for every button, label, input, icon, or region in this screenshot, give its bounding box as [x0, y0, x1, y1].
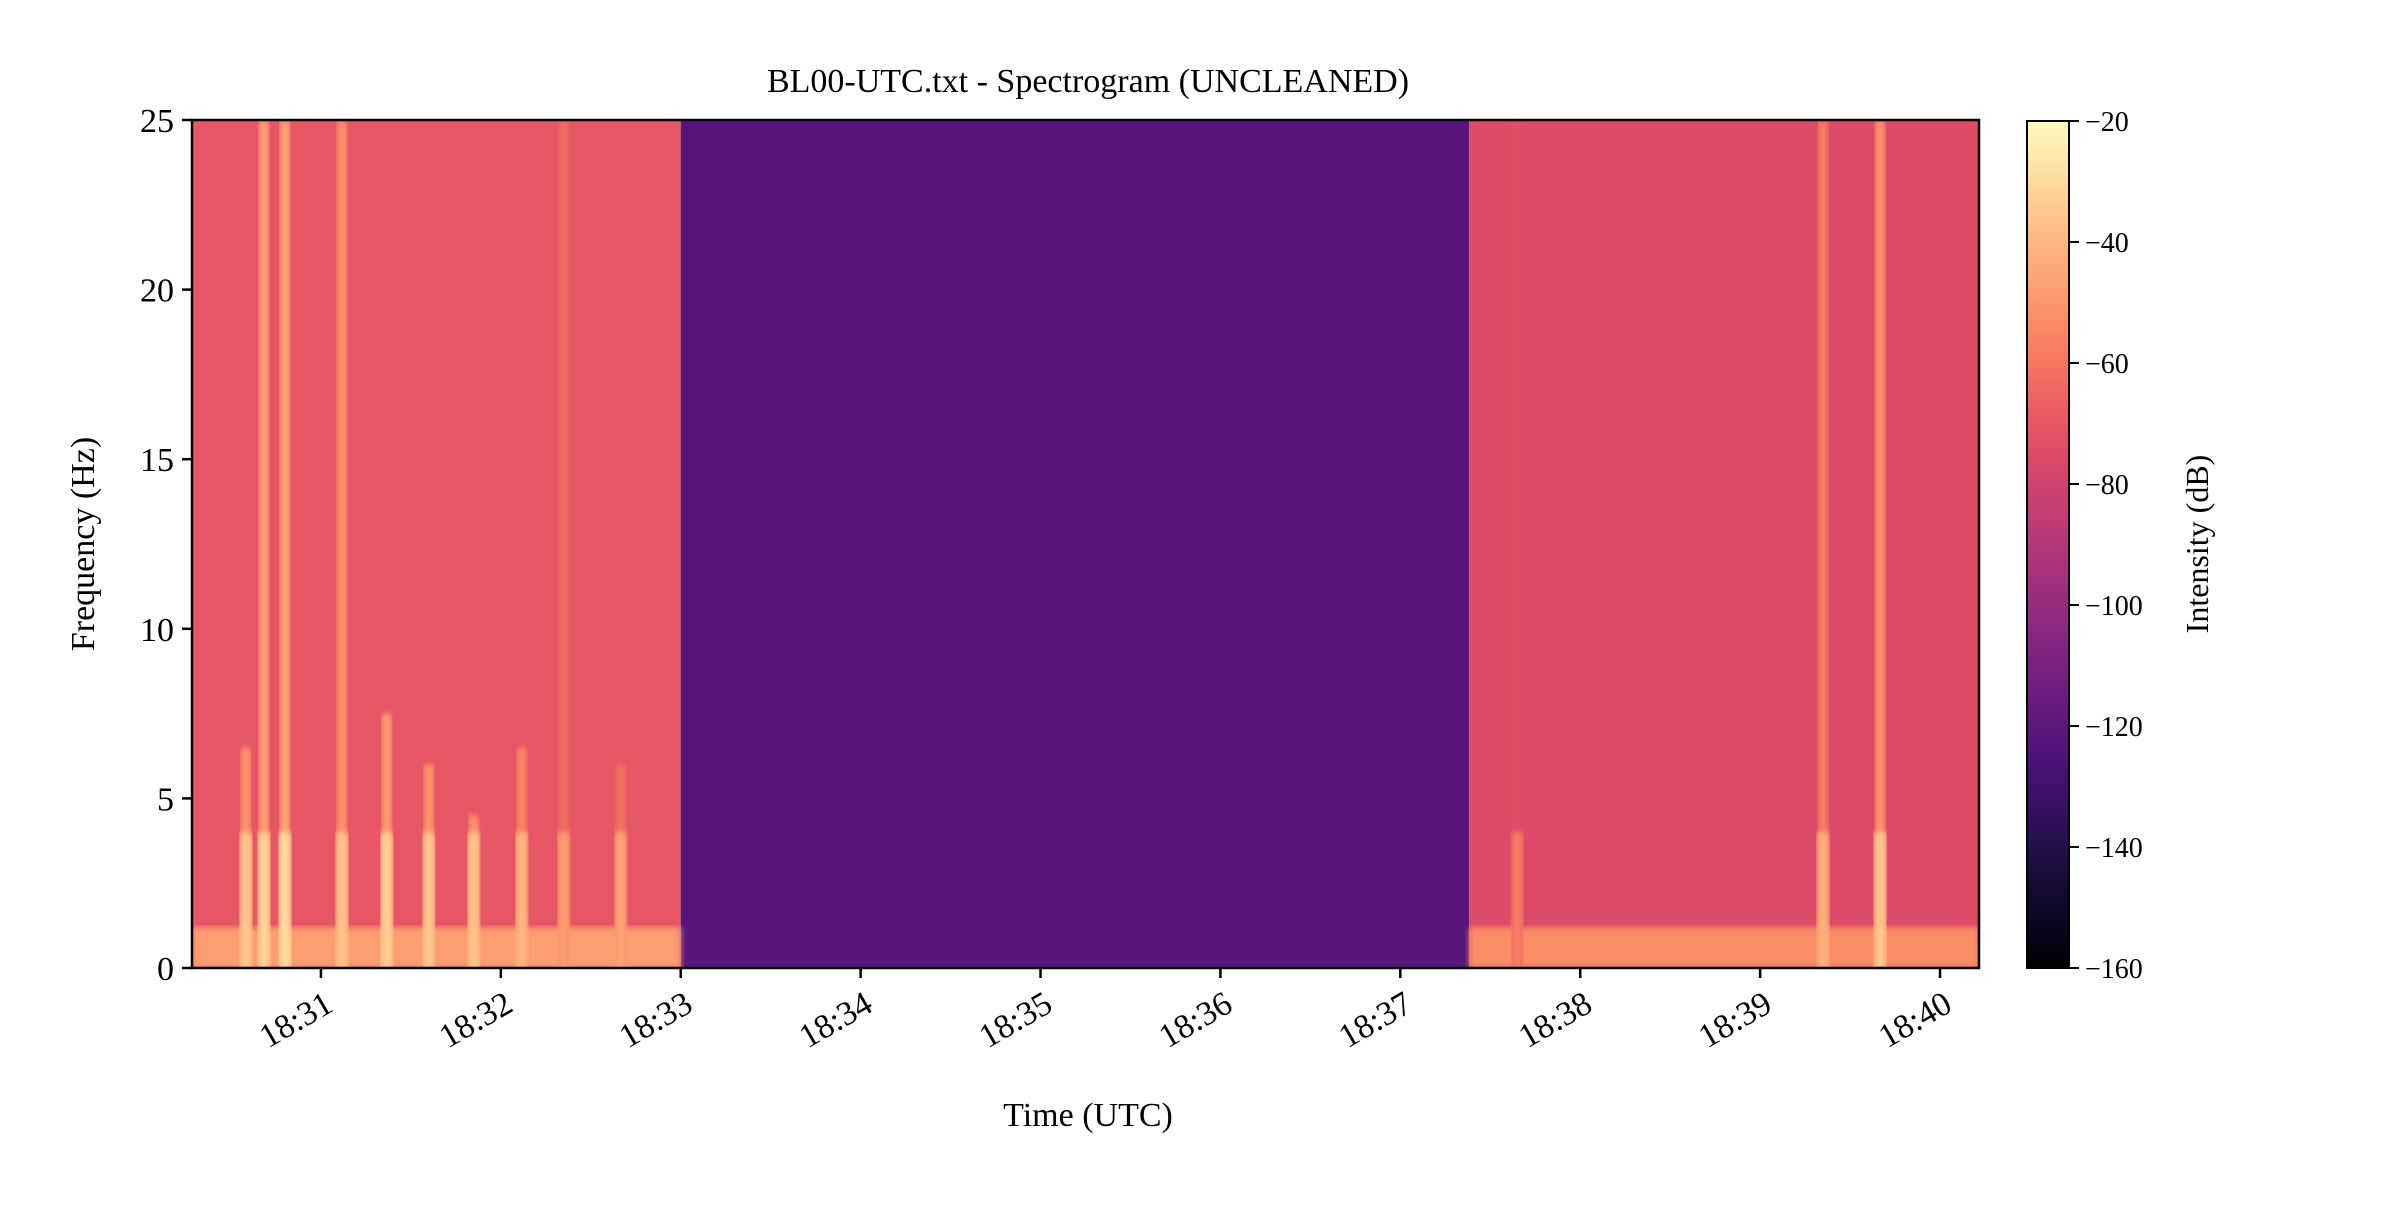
burst-core-4 — [335, 832, 348, 968]
burst-core-10 — [614, 832, 627, 968]
burst-streak-4 — [336, 120, 347, 968]
colorbar-tick-label: −20 — [2085, 107, 2129, 138]
burst-streak-3 — [279, 120, 290, 968]
burst-streak-9 — [558, 120, 569, 968]
y-tick-label: 20 — [140, 273, 174, 310]
spectrogram-segment-3 — [1469, 120, 1979, 968]
colorbar-label: Intensity (dB) — [2179, 455, 2215, 634]
burst-core-7 — [467, 832, 480, 968]
x-axis-ticks: 18:31 18:32 18:33 18:34 18:35 18:36 18:37 18:38… — [253, 968, 1958, 1056]
burst-core-13 — [1874, 832, 1887, 968]
x-tick-label: 18:39 — [1693, 985, 1779, 1056]
y-tick-label: 25 — [140, 103, 174, 140]
burst-streak-12 — [1818, 120, 1829, 968]
colorbar-ramp — [2027, 121, 2069, 968]
y-tick-label: 15 — [140, 442, 174, 479]
spectrogram-segment-2 — [680, 120, 1470, 968]
low-frequency-band-1 — [192, 927, 681, 968]
burst-core-8 — [515, 832, 528, 968]
y-tick-label: 10 — [140, 612, 174, 649]
x-tick-label: 18:32 — [433, 985, 519, 1056]
y-tick-label: 5 — [157, 781, 174, 818]
x-tick-label: 18:31 — [253, 985, 339, 1056]
y-tick-label: 0 — [157, 951, 174, 988]
colorbar-frame — [2026, 120, 2070, 969]
burst-streak-13 — [1875, 120, 1886, 968]
burst-core-6 — [422, 832, 435, 968]
spectrogram-segment-1 — [192, 120, 681, 968]
colorbar-tick-label: −120 — [2085, 712, 2143, 743]
low-frequency-band-3 — [1469, 927, 1979, 968]
burst-streak-11 — [1512, 120, 1523, 968]
x-axis-label: Time (UTC) — [1003, 1097, 1173, 1134]
colorbar-tick-label: −40 — [2085, 228, 2129, 259]
burst-core-5 — [380, 832, 393, 968]
x-tick-label: 18:33 — [613, 985, 699, 1056]
burst-core-2 — [257, 832, 270, 968]
burst-core-11 — [1511, 832, 1524, 968]
colorbar-tick-label: −100 — [2085, 591, 2143, 622]
burst-core-9 — [557, 832, 570, 968]
x-tick-label: 18:40 — [1872, 985, 1958, 1056]
x-tick-label: 18:35 — [973, 985, 1059, 1056]
colorbar-tick-label: −60 — [2085, 349, 2129, 380]
burst-streak-2 — [258, 120, 269, 968]
y-axis-ticks: 0 5 10 15 20 25 — [140, 103, 192, 988]
x-tick-label: 18:34 — [793, 985, 879, 1056]
burst-core-1 — [239, 832, 252, 968]
heatmap-layer — [192, 120, 1979, 968]
colorbar: −160 −140 −120 −100 −80 −60 −40 −20 Intensity (… — [2026, 107, 2215, 985]
colorbar-tick-label: −140 — [2085, 833, 2143, 864]
colorbar-ticks: −160 −140 −120 −100 −80 −60 −40 −20 — [2069, 107, 2143, 985]
x-tick-label: 18:36 — [1153, 985, 1239, 1056]
chart-title: BL00-UTC.txt - Spectrogram (UNCLEANED) — [767, 63, 1409, 100]
colorbar-tick-label: −160 — [2085, 954, 2143, 985]
colorbar-tick-label: −80 — [2085, 470, 2129, 501]
x-tick-label: 18:38 — [1513, 985, 1599, 1056]
burst-core-3 — [278, 832, 291, 968]
plot-frame — [190, 118, 1981, 970]
x-tick-label: 18:37 — [1333, 985, 1419, 1056]
y-axis-label: Frequency (Hz) — [65, 437, 102, 651]
burst-core-12 — [1817, 832, 1830, 968]
